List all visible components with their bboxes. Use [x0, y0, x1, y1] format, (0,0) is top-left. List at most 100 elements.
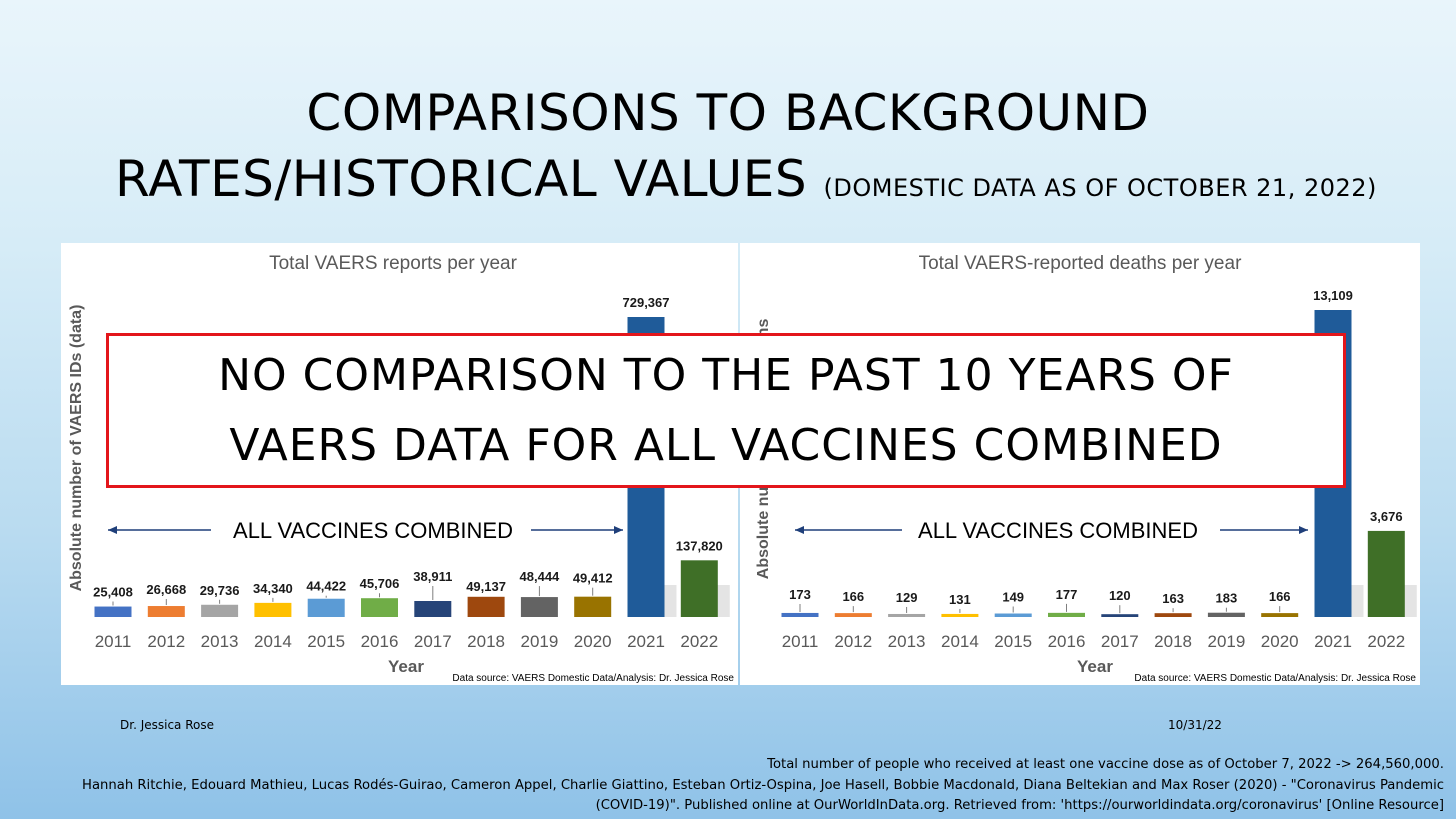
y-axis-label-fragment: ns	[755, 319, 772, 338]
x-tick-label-2016: 2016	[361, 632, 399, 651]
slide-subtitle: (DOMESTIC DATA AS OF OCTOBER 21, 2022)	[823, 174, 1377, 202]
value-label-2020: 49,412	[573, 571, 613, 586]
x-tick-label-2012: 2012	[147, 632, 185, 651]
value-label-2018: 163	[1162, 591, 1184, 606]
value-label-2022: 137,820	[676, 538, 723, 553]
bar-2013	[888, 613, 926, 617]
bar-2015	[307, 598, 345, 617]
bar-2020	[574, 596, 612, 617]
x-tick-label-2019: 2019	[520, 632, 558, 651]
x-tick-label-2013: 2013	[888, 632, 926, 651]
bar-2017	[1101, 614, 1139, 617]
data-source-note: Data source: VAERS Domestic Data/Analysi…	[1134, 673, 1416, 684]
annotation-all-vaccines: ALL VACCINES COMBINED	[233, 518, 513, 543]
value-label-2018: 49,137	[466, 579, 506, 594]
data-source-note: Data source: VAERS Domestic Data/Analysi…	[452, 673, 734, 684]
bar-2013	[201, 604, 239, 617]
bar-2012	[834, 613, 872, 617]
x-tick-label-2015: 2015	[994, 632, 1032, 651]
value-label-2011: 173	[789, 587, 811, 602]
bar-2017	[414, 600, 452, 617]
slide-title-line1: COMPARISONS TO BACKGROUND	[306, 84, 1150, 142]
source-line-1: Total number of people who received at l…	[767, 757, 1444, 772]
x-tick-label-2014: 2014	[254, 632, 292, 651]
x-tick-label-2021: 2021	[1314, 632, 1352, 651]
x-tick-label-2017: 2017	[1101, 632, 1139, 651]
value-label-2017: 120	[1109, 588, 1131, 603]
value-label-2013: 29,736	[200, 583, 240, 598]
value-label-2013: 129	[896, 590, 918, 605]
bar-shadow	[715, 585, 730, 617]
bar-2019	[1207, 612, 1245, 617]
bar-2016	[1048, 612, 1085, 617]
annotation-arrowhead-left	[795, 526, 804, 534]
x-tick-label-2014: 2014	[941, 632, 979, 651]
x-tick-label-2013: 2013	[201, 632, 239, 651]
value-label-2021: 729,367	[623, 295, 670, 310]
value-label-2014: 131	[949, 592, 971, 607]
bar-2018	[467, 596, 505, 617]
bar-2015	[994, 613, 1032, 617]
overlay-line1: NO COMPARISON TO THE PAST 10 YEARS OF	[218, 349, 1234, 401]
value-label-2016: 177	[1056, 587, 1078, 602]
bar-shadow	[662, 585, 677, 617]
x-tick-label-2011: 2011	[95, 632, 132, 651]
footer-author: Dr. Jessica Rose	[120, 718, 215, 732]
chart-title: Total VAERS-reported deaths per year	[919, 253, 1242, 274]
footer-date: 10/31/22	[1168, 718, 1222, 732]
value-label-2022: 3,676	[1370, 509, 1403, 524]
chart-title: Total VAERS reports per year	[269, 253, 517, 274]
overlay-callout-box: NO COMPARISON TO THE PAST 10 YEARS OF VA…	[106, 333, 1346, 488]
value-label-2021: 13,109	[1313, 288, 1353, 303]
slide-title-main: RATES/HISTORICAL VALUES	[115, 150, 808, 208]
chart-reports-per-year: Total VAERS reports per year Absolute num…	[68, 253, 734, 684]
annotation-arrowhead-left	[108, 526, 117, 534]
x-tick-label-2011: 2011	[782, 632, 819, 651]
x-tick-label-2018: 2018	[1154, 632, 1192, 651]
value-label-2019: 48,444	[520, 569, 561, 584]
annotation-all-vaccines: ALL VACCINES COMBINED	[918, 518, 1198, 543]
bar-2014	[941, 613, 979, 617]
bar-2022	[1367, 530, 1405, 617]
x-tick-label-2012: 2012	[834, 632, 872, 651]
x-axis-label: Year	[1077, 657, 1113, 676]
value-label-2015: 149	[1002, 590, 1024, 605]
x-tick-label-2019: 2019	[1207, 632, 1245, 651]
annotation-arrowhead-right	[614, 526, 623, 534]
value-label-2012: 26,668	[146, 582, 186, 597]
y-axis-label: Absolute number of VAERS IDs (data)	[68, 305, 85, 592]
x-tick-label-2018: 2018	[467, 632, 505, 651]
x-tick-label-2020: 2020	[1261, 632, 1299, 651]
source-line-2: Hannah Ritchie, Edouard Mathieu, Lucas R…	[82, 778, 1444, 793]
bar-shadow	[1349, 585, 1364, 617]
x-tick-label-2020: 2020	[574, 632, 612, 651]
overlay-line2: VAERS DATA FOR ALL VACCINES COMBINED	[229, 419, 1223, 471]
value-label-2019: 183	[1216, 591, 1238, 606]
value-label-2011: 25,408	[93, 585, 133, 600]
value-label-2014: 34,340	[253, 581, 293, 596]
bar-2019	[520, 597, 558, 617]
value-label-2020: 166	[1269, 589, 1291, 604]
x-tick-label-2022: 2022	[680, 632, 718, 651]
source-line-3: (COVID-19)". Published online at OurWorl…	[595, 798, 1444, 813]
x-tick-label-2017: 2017	[414, 632, 452, 651]
x-axis-label: Year	[388, 657, 424, 676]
bar-2011	[94, 606, 132, 617]
bar-2020	[1261, 613, 1299, 617]
x-tick-label-2015: 2015	[307, 632, 345, 651]
x-tick-label-2021: 2021	[627, 632, 665, 651]
y-axis-label: Absolute nu	[755, 487, 772, 579]
slide-title-line2: RATES/HISTORICAL VALUES (DOMESTIC DATA A…	[115, 150, 1377, 208]
x-tick-label-2022: 2022	[1367, 632, 1405, 651]
bar-2011	[781, 612, 819, 617]
bar-shadow	[1402, 585, 1417, 617]
value-label-2015: 44,422	[306, 579, 346, 594]
bar-2022	[680, 560, 718, 617]
bar-2018	[1154, 613, 1192, 617]
annotation-arrowhead-right	[1299, 526, 1308, 534]
value-label-2017: 38,911	[413, 569, 452, 584]
x-tick-label-2016: 2016	[1048, 632, 1086, 651]
bar-2012	[147, 606, 185, 617]
bar-2014	[254, 602, 292, 617]
bar-2016	[361, 598, 398, 617]
